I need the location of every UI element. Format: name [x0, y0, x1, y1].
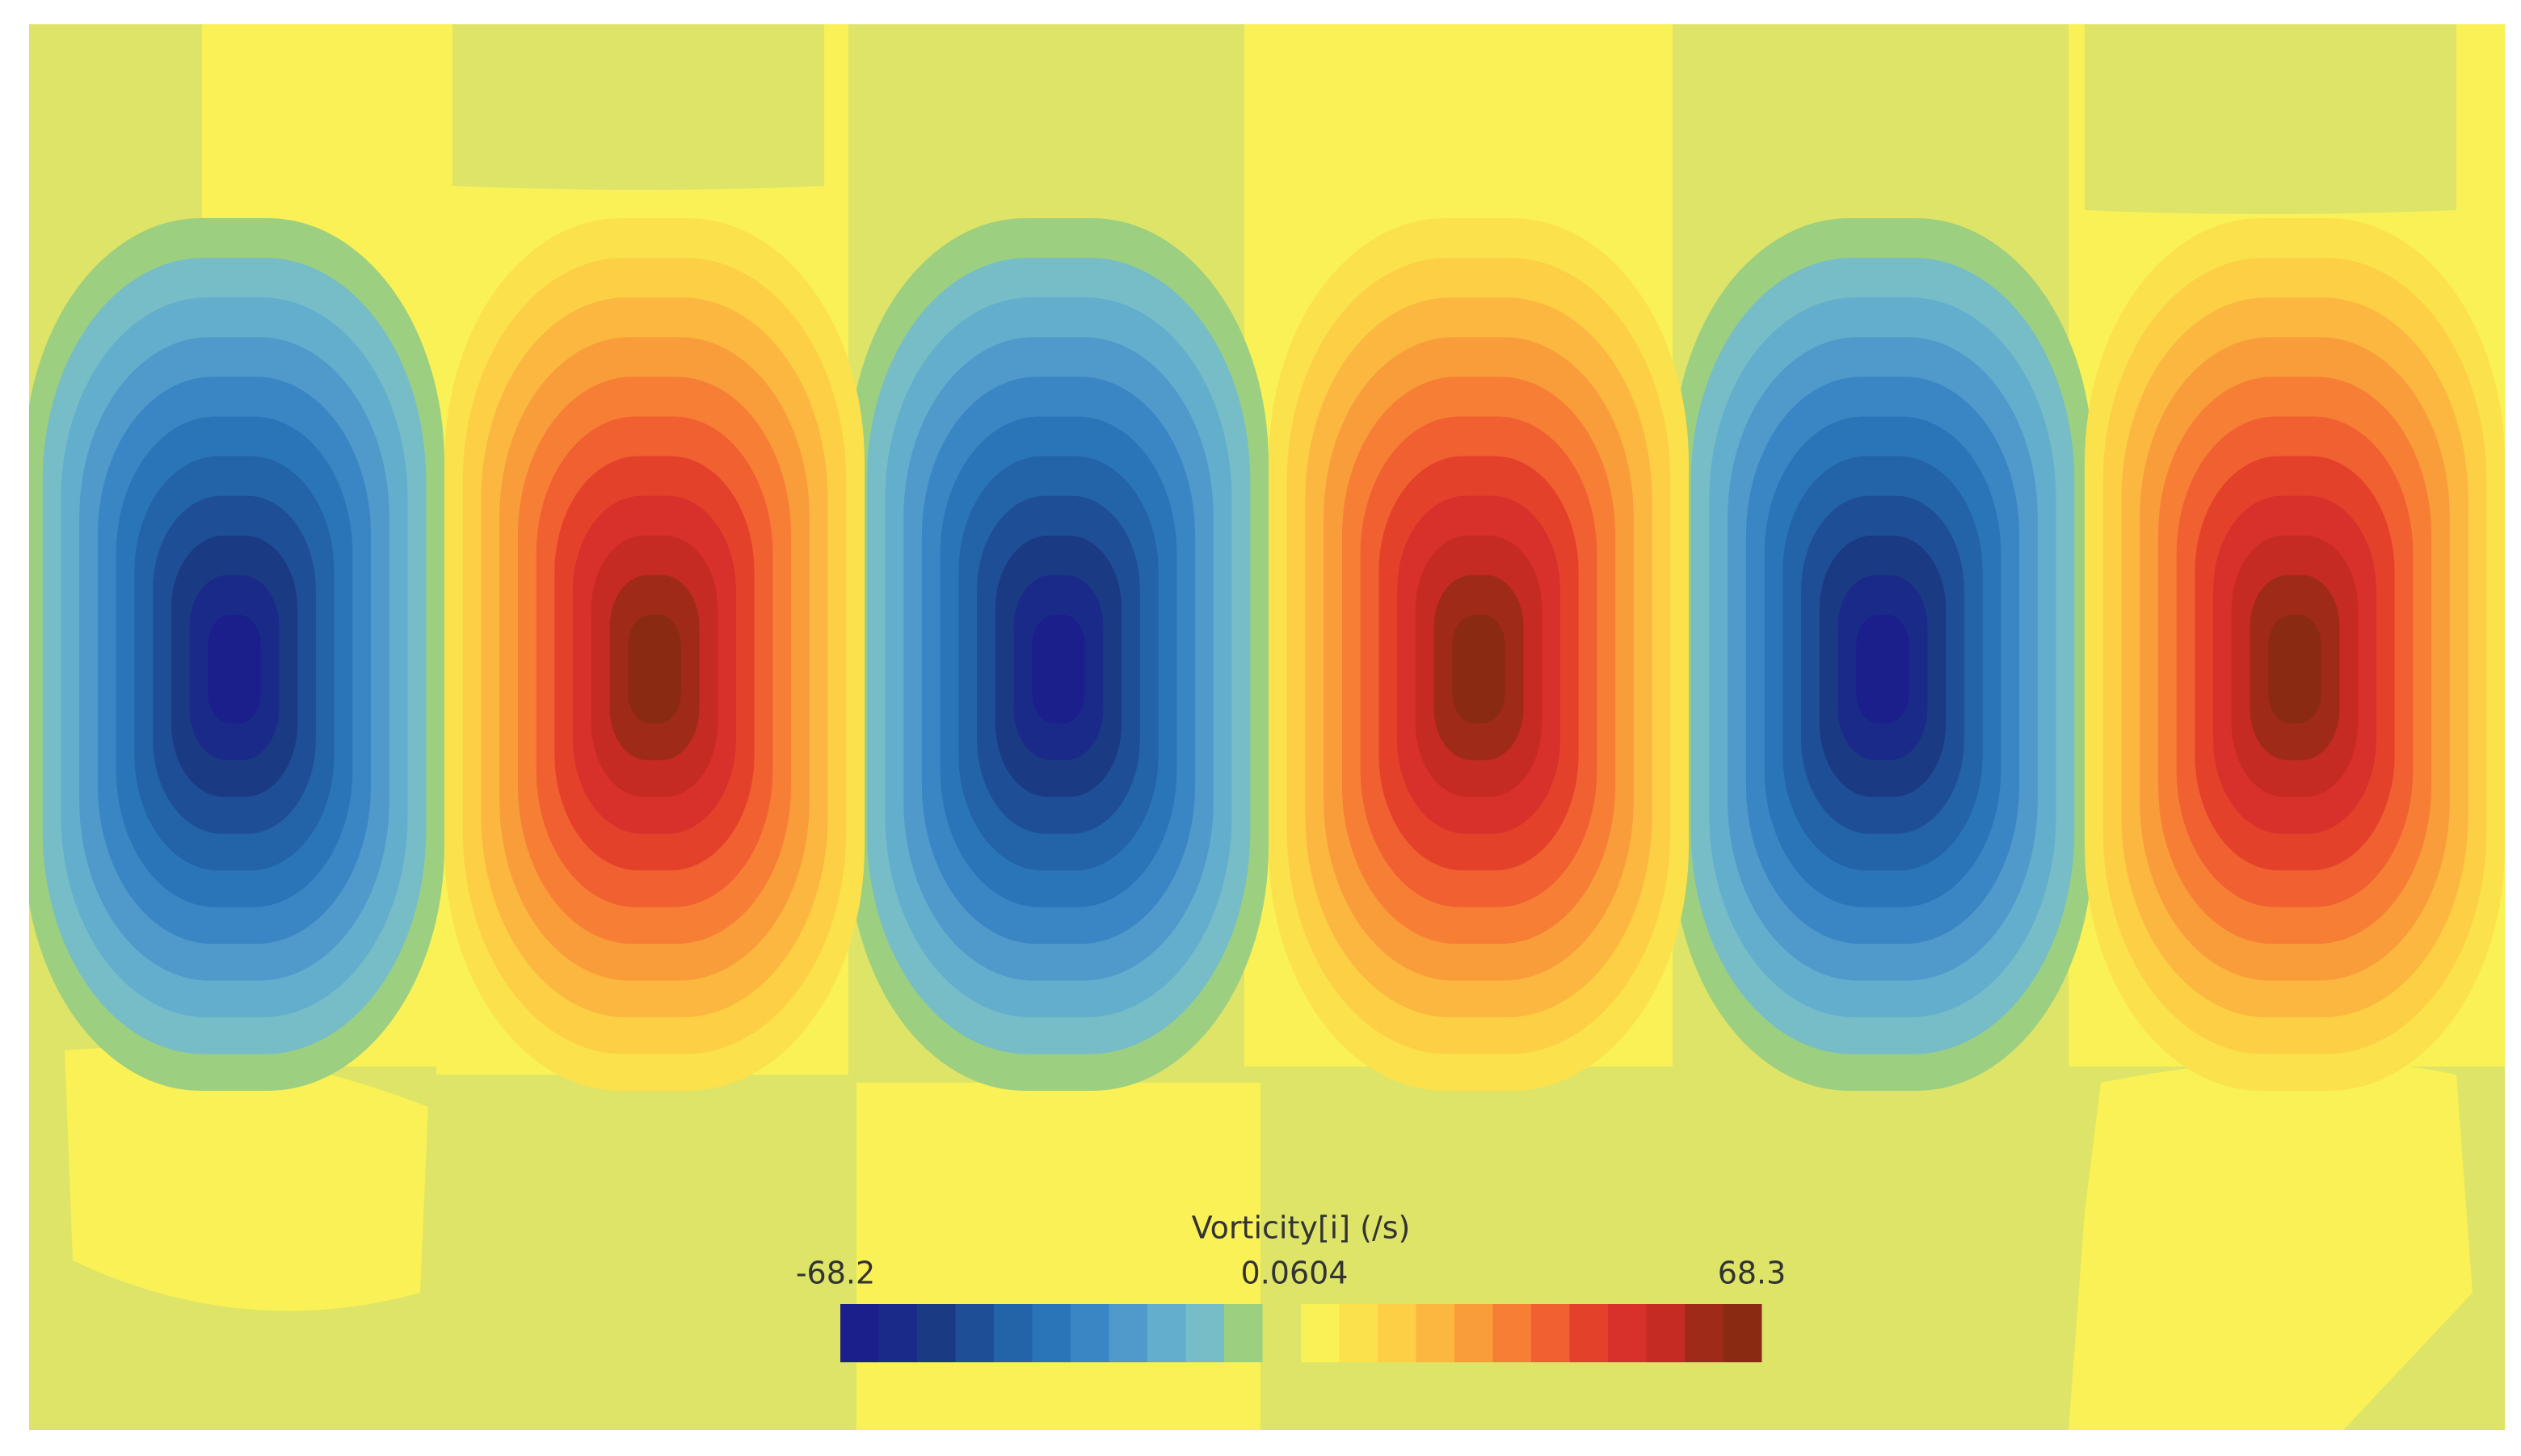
colorbar-band — [1608, 1304, 1647, 1362]
colorbar-band — [917, 1304, 956, 1362]
colorbar-band — [1147, 1304, 1186, 1362]
colorbar-band — [1185, 1304, 1225, 1362]
contour-level — [1032, 614, 1085, 724]
colorbar-band — [1032, 1304, 1071, 1362]
colorbar — [840, 1304, 1762, 1362]
contour-level — [1856, 614, 1909, 724]
contour-level — [628, 614, 681, 724]
patch — [856, 1083, 1260, 1430]
colorbar-min-label: -68.2 — [796, 1256, 875, 1291]
patch — [2069, 1060, 2473, 1430]
colorbar-band — [1646, 1304, 1686, 1362]
contour-field — [29, 24, 2505, 1430]
colorbar-band — [1071, 1304, 1109, 1362]
colorbar-band — [1685, 1304, 1723, 1362]
colorbar-band — [1569, 1304, 1609, 1362]
colorbar-band — [955, 1304, 995, 1362]
colorbar-band — [1224, 1304, 1263, 1362]
colorbar-band — [1416, 1304, 1455, 1362]
colorbar-band — [1454, 1304, 1493, 1362]
contour-level — [208, 614, 261, 724]
patch — [2085, 24, 2456, 214]
colorbar-band — [994, 1304, 1033, 1362]
colorbar-band — [1723, 1304, 1762, 1362]
patch — [65, 1047, 428, 1311]
colorbar-band — [878, 1304, 918, 1362]
colorbar-max-label: 68.3 — [1718, 1256, 1787, 1291]
colorbar-band — [1531, 1304, 1570, 1362]
colorbar-band — [1339, 1304, 1378, 1362]
colorbar-band — [1378, 1304, 1416, 1362]
patch — [452, 24, 824, 190]
colorbar-band — [1262, 1304, 1302, 1362]
colorbar-title: Vorticity[i] (/s) — [1192, 1210, 1411, 1246]
colorbar-band — [1492, 1304, 1532, 1362]
colorbar-band — [1109, 1304, 1148, 1362]
contour-level — [2268, 614, 2321, 724]
contour-level — [1452, 614, 1505, 724]
colorbar-band — [1301, 1304, 1340, 1362]
colorbar-band — [840, 1304, 879, 1362]
colorbar-mid-label: 0.0604 — [1241, 1256, 1349, 1291]
